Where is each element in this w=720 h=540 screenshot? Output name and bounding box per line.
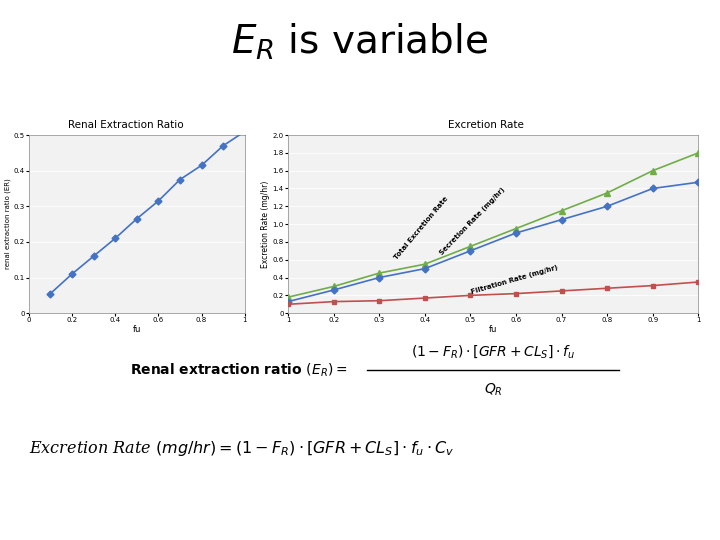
X-axis label: fu: fu [489, 325, 498, 334]
Text: Excretion Rate $(mg/hr) = (1 - F_R)\cdot[GFR + CL_S]\cdot f_u \cdot C_v$: Excretion Rate $(mg/hr) = (1 - F_R)\cdot… [29, 438, 454, 458]
Text: Renal Extraction Ratio: Renal Extraction Ratio [68, 119, 184, 130]
Text: Filtration Rate (mg/hr): Filtration Rate (mg/hr) [470, 264, 559, 295]
Text: Renal extraction ratio $(E_R)=$: Renal extraction ratio $(E_R)=$ [130, 361, 347, 379]
Text: Total Excretion Rate: Total Excretion Rate [393, 195, 449, 261]
Text: Secretion Rate (mg/hr): Secretion Rate (mg/hr) [438, 187, 506, 256]
Text: $Q_R$: $Q_R$ [484, 382, 503, 398]
X-axis label: fu: fu [132, 325, 141, 334]
Text: $E_R$ is variable: $E_R$ is variable [231, 22, 489, 62]
Text: Excretion Rate: Excretion Rate [448, 119, 524, 130]
Text: $(1-F_R)\cdot[GFR+CL_S]\cdot f_u$: $(1-F_R)\cdot[GFR+CL_S]\cdot f_u$ [411, 343, 575, 361]
Y-axis label: Excretion Rate (mg/hr): Excretion Rate (mg/hr) [261, 180, 270, 268]
Y-axis label: renal extraction ratio (ER): renal extraction ratio (ER) [4, 179, 11, 269]
